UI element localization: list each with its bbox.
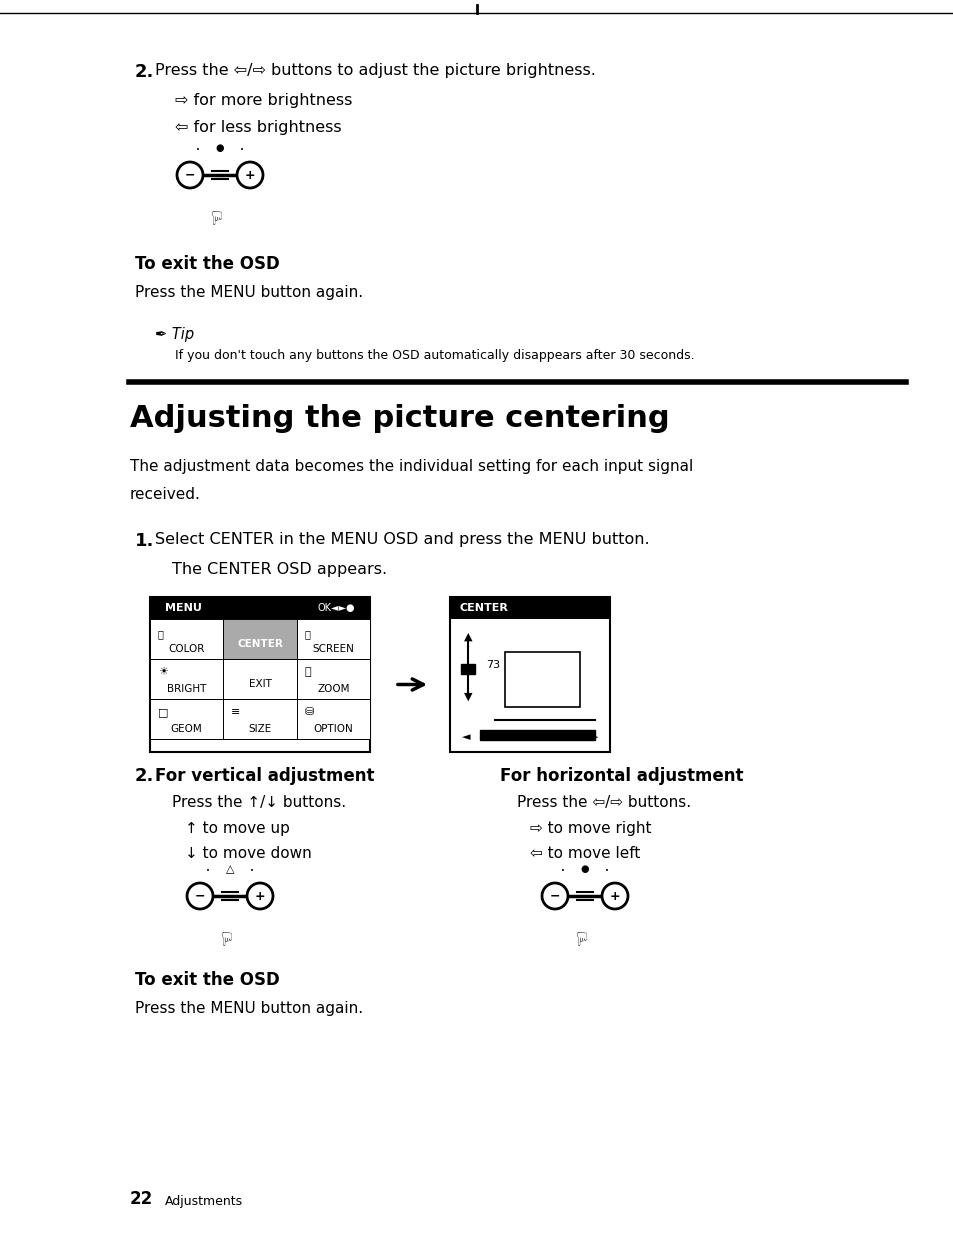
Bar [450,597,609,619]
Text: ▼: ▼ [463,692,472,702]
Text: SIZE: SIZE [248,724,272,734]
Text: ◄: ◄ [461,732,470,742]
Text: ⛁: ⛁ [304,707,314,718]
Bar [504,652,579,707]
Text: 1.: 1. [135,531,154,550]
Text: 22: 22 [130,1190,153,1208]
Text: The CENTER OSD appears.: The CENTER OSD appears. [172,562,387,577]
Bar [223,658,296,699]
Text: +: + [244,169,255,181]
Text: ▲: ▲ [463,633,472,642]
Text: Press the MENU button again.: Press the MENU button again. [135,285,363,300]
Text: SCREEN: SCREEN [312,644,354,653]
Bar [479,730,595,740]
Circle shape [187,883,213,909]
Text: For vertical adjustment: For vertical adjustment [154,767,375,785]
Text: Press the ↑/↓ buttons.: Press the ↑/↓ buttons. [172,795,346,810]
Text: ≡: ≡ [231,707,240,718]
Text: •: • [604,868,608,874]
Text: Select CENTER in the MENU OSD and press the MENU button.: Select CENTER in the MENU OSD and press … [154,531,649,547]
Text: ⇦ to move left: ⇦ to move left [530,846,639,861]
Text: •: • [240,147,244,153]
Circle shape [541,883,567,909]
Circle shape [601,883,627,909]
Text: Press the ⇦/⇨ buttons.: Press the ⇦/⇨ buttons. [517,795,690,810]
Text: Press the ⇦/⇨ buttons to adjust the picture brightness.: Press the ⇦/⇨ buttons to adjust the pict… [154,63,596,78]
Text: ●: ● [580,864,589,874]
Text: 26: 26 [522,732,537,742]
Text: ►: ► [589,732,598,742]
Text: +: + [609,889,619,903]
Bar [150,658,223,699]
Text: ZOOM: ZOOM [316,684,349,694]
Text: 2.: 2. [135,767,154,785]
Bar [296,658,370,699]
Bar [450,597,609,752]
Bar [223,699,296,739]
Text: ⤢: ⤢ [304,667,311,677]
Text: −: − [185,169,195,181]
Text: −: − [549,889,559,903]
Text: For horizontal adjustment: For horizontal adjustment [499,767,742,785]
Text: ⇦ for less brightness: ⇦ for less brightness [174,120,341,134]
Text: ☝: ☝ [219,926,231,944]
Text: •: • [560,868,564,874]
Text: 73: 73 [485,660,499,670]
Text: Adjusting the picture centering: Adjusting the picture centering [130,404,669,433]
Text: Adjustments: Adjustments [165,1195,243,1208]
Bar [150,597,370,752]
Text: ↓ to move down: ↓ to move down [185,846,312,861]
Circle shape [236,162,263,187]
Text: ⇨ to move right: ⇨ to move right [530,821,651,836]
Text: CENTER: CENTER [459,603,508,613]
Text: OPTION: OPTION [314,724,353,734]
Text: ☀: ☀ [158,667,168,677]
Text: ☝: ☝ [209,205,221,224]
Text: If you don't touch any buttons the OSD automatically disappears after 30 seconds: If you don't touch any buttons the OSD a… [174,349,694,363]
Text: COLOR: COLOR [169,644,205,653]
Text: GEOM: GEOM [171,724,202,734]
Text: ↑ to move up: ↑ to move up [185,821,290,836]
Text: To exit the OSD: To exit the OSD [135,255,279,272]
Text: received.: received. [130,487,201,502]
Bar [460,663,475,673]
Text: OK◄►●: OK◄►● [317,603,355,613]
Text: +: + [254,889,265,903]
Text: □: □ [158,707,169,718]
Text: ⎕: ⎕ [304,629,311,639]
Bar [150,619,223,658]
Text: EXIT: EXIT [249,679,272,689]
Bar [296,619,370,658]
Bar [150,597,370,619]
Text: MENU: MENU [165,603,202,613]
Bar [223,619,296,658]
Text: ➕: ➕ [158,629,164,639]
Text: 2.: 2. [135,63,154,81]
Text: ✒ Tip: ✒ Tip [154,327,193,342]
Circle shape [247,883,273,909]
Bar [296,699,370,739]
Text: •: • [206,868,210,874]
Text: △: △ [226,864,234,874]
Bar [150,699,223,739]
Circle shape [177,162,203,187]
Text: BRIGHT: BRIGHT [167,684,206,694]
Text: CENTER: CENTER [236,639,283,649]
Text: •: • [250,868,253,874]
Text: ●: ● [215,143,224,153]
Text: •: • [195,147,200,153]
Text: ☝: ☝ [574,926,585,944]
Text: −: − [194,889,205,903]
Text: ⇨ for more brightness: ⇨ for more brightness [174,92,352,109]
Text: Press the MENU button again.: Press the MENU button again. [135,1001,363,1016]
Text: The adjustment data becomes the individual setting for each input signal: The adjustment data becomes the individu… [130,459,693,473]
Text: To exit the OSD: To exit the OSD [135,972,279,989]
